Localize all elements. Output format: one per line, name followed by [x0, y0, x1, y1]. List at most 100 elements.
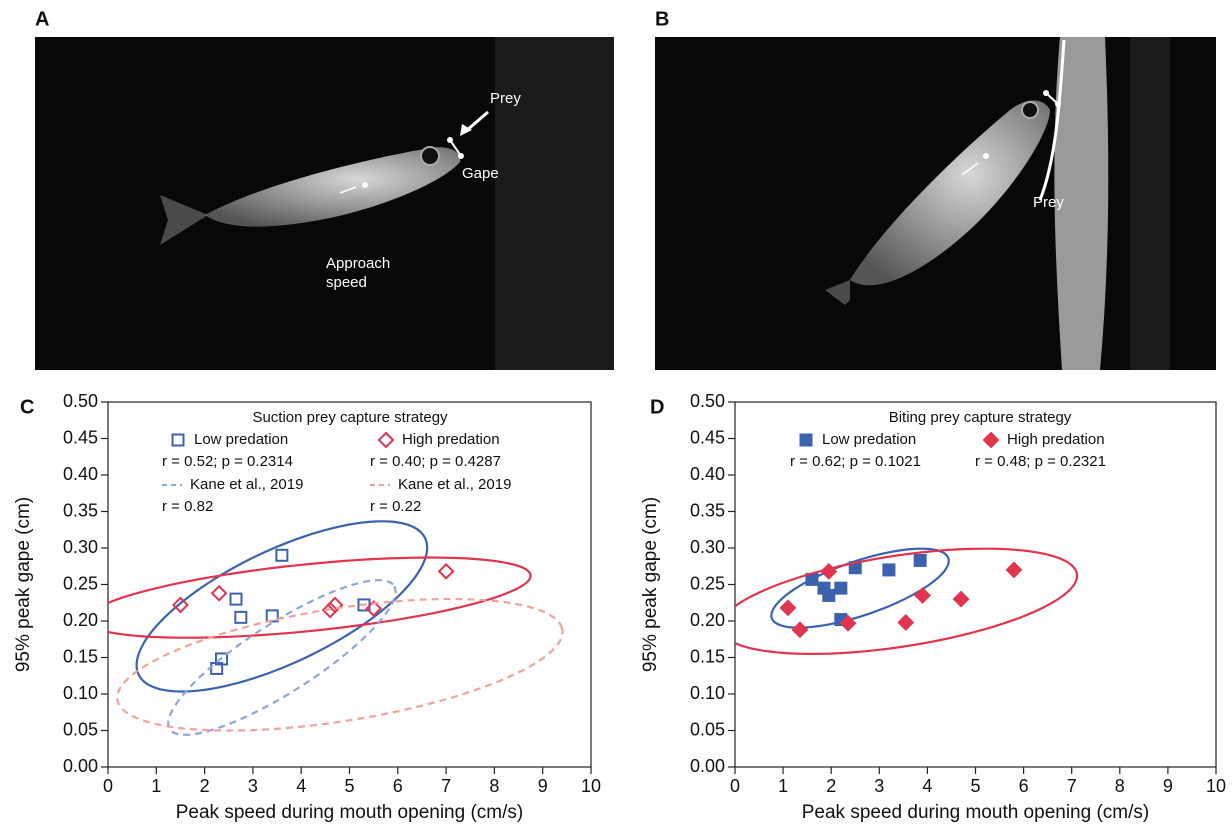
y-tick-label: 0.35: [690, 500, 725, 520]
y-tick-label: 0.35: [63, 500, 98, 520]
y-tick-label: 0.20: [63, 610, 98, 630]
x-tick-label: 8: [489, 776, 499, 796]
legend-marker: [171, 433, 185, 447]
y-tick-label: 0.10: [690, 683, 725, 703]
legend-stats: r = 0.40; p = 0.4287: [370, 453, 501, 470]
x-tick-label: 3: [874, 776, 884, 796]
x-tick-label: 1: [778, 776, 788, 796]
y-tick-label: 0.50: [690, 391, 725, 411]
y-tick-label: 0.15: [690, 646, 725, 666]
y-tick-label: 0.05: [63, 719, 98, 739]
panel-label: A: [35, 8, 49, 30]
legend-title: Suction prey capture strategy: [252, 409, 448, 426]
point: [914, 587, 932, 604]
legend-label: High predation: [1007, 431, 1105, 448]
point: [1005, 561, 1023, 579]
point: [275, 548, 289, 562]
x-tick-label: 2: [826, 776, 836, 796]
legend-title: Biting prey capture strategy: [889, 409, 1072, 426]
x-tick-label: 5: [344, 776, 354, 796]
x-tick-label: 6: [393, 776, 403, 796]
x-tick-label: 10: [581, 776, 601, 796]
x-tick-label: 1: [151, 776, 161, 796]
y-axis-label: 95% peak gape (cm): [640, 497, 661, 672]
y-tick-label: 0.25: [690, 573, 725, 593]
point: [897, 614, 915, 631]
x-tick-label: 3: [248, 776, 258, 796]
photo-a: [35, 37, 614, 370]
x-tick-label: 2: [200, 776, 210, 796]
point: [234, 610, 248, 624]
y-tick-label: 0.15: [63, 646, 98, 666]
legend-stats: r = 0.48; p = 0.2321: [975, 453, 1106, 470]
point: [952, 590, 970, 608]
y-tick-label: 0.30: [63, 537, 98, 557]
point: [791, 621, 809, 639]
point: [820, 562, 838, 580]
confidence-ellipse: [108, 556, 532, 639]
confidence-ellipse: [116, 597, 564, 732]
legend-stats: r = 0.22: [370, 498, 421, 515]
point: [210, 661, 224, 675]
point: [822, 588, 836, 602]
confidence-ellipse: [135, 520, 429, 693]
y-tick-label: 0.00: [690, 756, 725, 776]
plot-area: [735, 547, 1079, 655]
plot-area: [108, 520, 564, 736]
y-tick-label: 0.45: [690, 427, 725, 447]
legend-stats: r = 0.62; p = 0.1021: [790, 453, 921, 470]
y-tick-label: 0.00: [63, 756, 98, 776]
point: [834, 581, 848, 595]
x-tick-label: 6: [1019, 776, 1029, 796]
photo-label: Prey: [1033, 194, 1064, 211]
confidence-ellipse: [167, 579, 397, 736]
legend-marker: [799, 433, 813, 447]
legend-marker: [377, 431, 395, 449]
photo-label: Gape: [462, 165, 499, 182]
x-tick-label: 9: [1163, 776, 1173, 796]
x-tick-label: 4: [922, 776, 932, 796]
y-tick-label: 0.40: [690, 464, 725, 484]
y-tick-label: 0.30: [690, 537, 725, 557]
y-tick-label: 0.10: [63, 683, 98, 703]
photo-b: [655, 37, 1216, 370]
point: [365, 600, 383, 618]
point: [882, 563, 896, 577]
point: [172, 596, 189, 614]
y-tick-label: 0.50: [63, 391, 98, 411]
point: [779, 599, 797, 617]
photo-label: Approach speed: [326, 255, 391, 291]
confidence-ellipse: [735, 547, 1079, 655]
x-tick-label: 9: [538, 776, 548, 796]
point: [210, 584, 228, 602]
point: [913, 553, 927, 567]
y-tick-label: 0.20: [690, 610, 725, 630]
legend-label: Low predation: [822, 431, 916, 448]
point: [229, 592, 243, 606]
panel-label: D: [650, 396, 664, 418]
point: [437, 562, 455, 580]
panel-label: B: [655, 8, 669, 30]
legend-marker: [982, 431, 1000, 449]
legend-stats: r = 0.82: [162, 498, 213, 515]
y-axis-label: 95% peak gape (cm): [13, 497, 34, 672]
x-tick-label: 5: [970, 776, 980, 796]
x-axis-label: Peak speed during mouth opening (cm/s): [176, 802, 523, 823]
point: [326, 596, 344, 614]
x-tick-label: 0: [103, 776, 113, 796]
y-tick-label: 0.25: [63, 573, 98, 593]
point: [839, 614, 857, 632]
y-tick-label: 0.05: [690, 719, 725, 739]
point: [321, 601, 339, 619]
legend-label: Low predation: [194, 431, 288, 448]
legend-label: High predation: [402, 431, 500, 448]
x-axis-label: Peak speed during mouth opening (cm/s): [802, 802, 1149, 823]
legend-stats: r = 0.52; p = 0.2314: [162, 453, 293, 470]
y-tick-label: 0.45: [63, 427, 98, 447]
x-tick-label: 0: [730, 776, 740, 796]
legend-label: Kane et al., 2019: [398, 476, 511, 493]
x-tick-label: 4: [296, 776, 306, 796]
photo-label: Prey: [490, 90, 521, 107]
